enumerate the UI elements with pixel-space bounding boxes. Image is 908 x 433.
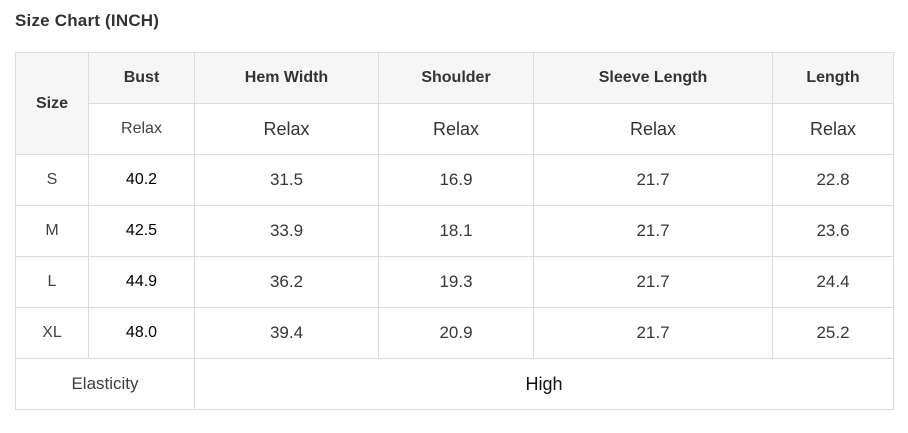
elasticity-row: Elasticity High	[15, 358, 894, 410]
header-bust: Bust	[88, 52, 195, 104]
value-cell: 31.5	[194, 154, 379, 206]
page-title: Size Chart (INCH)	[15, 11, 160, 30]
header-length: Length	[772, 52, 894, 104]
value-cell: 48.0	[88, 307, 195, 359]
value-cell: 16.9	[378, 154, 534, 206]
elasticity-value: High	[194, 358, 894, 410]
value-cell: 25.2	[772, 307, 894, 359]
header-sleeve-length: Sleeve Length	[533, 52, 773, 104]
size-label: L	[15, 256, 89, 308]
value-cell: 42.5	[88, 205, 195, 257]
value-cell: 24.4	[772, 256, 894, 308]
size-chart-table: Size Bust Hem Width Shoulder Sleeve Leng…	[15, 52, 894, 410]
value-cell: 40.2	[88, 154, 195, 206]
size-label: S	[15, 154, 89, 206]
value-cell: 21.7	[533, 307, 773, 359]
elasticity-label: Elasticity	[15, 358, 195, 410]
table-row-m: M 42.5 33.9 18.1 21.7 23.6	[15, 205, 894, 257]
fit-row: Relax Relax Relax Relax Relax	[16, 103, 894, 155]
value-cell: 18.1	[378, 205, 534, 257]
value-cell: 39.4	[194, 307, 379, 359]
table-row-xl: XL 48.0 39.4 20.9 21.7 25.2	[15, 307, 894, 359]
value-cell: 21.7	[533, 256, 773, 308]
value-cell: 33.9	[194, 205, 379, 257]
fit-cell-sleeve-length: Relax	[533, 103, 773, 155]
value-cell: 36.2	[194, 256, 379, 308]
table-header-row: Size Bust Hem Width Shoulder Sleeve Leng…	[15, 52, 894, 155]
value-cell: 44.9	[88, 256, 195, 308]
header-hem-width: Hem Width	[194, 52, 379, 104]
value-cell: 21.7	[533, 154, 773, 206]
table-row-s: S 40.2 31.5 16.9 21.7 22.8	[15, 154, 894, 206]
fit-cell-length: Relax	[772, 103, 894, 155]
table-row-l: L 44.9 36.2 19.3 21.7 24.4	[15, 256, 894, 308]
value-cell: 19.3	[378, 256, 534, 308]
fit-cell-hem-width: Relax	[194, 103, 379, 155]
fit-cell-bust: Relax	[88, 103, 195, 155]
size-label: XL	[15, 307, 89, 359]
size-label: M	[15, 205, 89, 257]
value-cell: 21.7	[533, 205, 773, 257]
size-chart-section: Size Chart (INCH) Size Bust Hem Width Sh…	[15, 11, 894, 410]
value-cell: 20.9	[378, 307, 534, 359]
fit-cell-shoulder: Relax	[378, 103, 534, 155]
header-shoulder: Shoulder	[378, 52, 534, 104]
value-cell: 23.6	[772, 205, 894, 257]
value-cell: 22.8	[772, 154, 894, 206]
header-size: Size	[15, 52, 89, 155]
